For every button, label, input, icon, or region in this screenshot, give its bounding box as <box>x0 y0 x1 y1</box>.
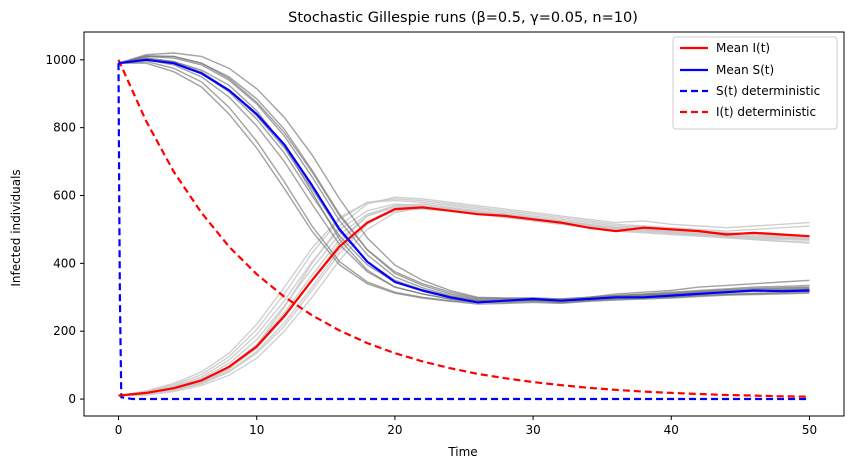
y-tick-label-400: 400 <box>53 256 76 270</box>
s-deterministic-line <box>117 63 810 401</box>
run-susceptible-line-5 <box>118 52 810 300</box>
y-tick-label-0: 0 <box>68 392 76 406</box>
y-axis-label: Infected individuals <box>9 169 23 286</box>
legend-label-mean-s: Mean S(t) <box>716 63 774 77</box>
x-tick-label-20: 20 <box>387 423 402 437</box>
mean-i-line <box>118 206 810 397</box>
series-layer <box>117 58 810 401</box>
y-tick-label-1000: 1000 <box>45 53 76 67</box>
chart-title: Stochastic Gillespie runs (β=0.5, γ=0.05… <box>288 10 638 26</box>
x-tick-label-40: 40 <box>664 423 679 437</box>
legend-label-s-deterministic: S(t) deterministic <box>716 84 820 98</box>
y-tick-label-200: 200 <box>53 324 76 338</box>
run-susceptible-line-8 <box>118 62 810 305</box>
x-tick-label-0: 0 <box>115 423 123 437</box>
y-tick-label-600: 600 <box>53 189 76 203</box>
legend-label-mean-i: Mean I(t) <box>716 41 770 55</box>
run-infected-line-3 <box>118 203 810 397</box>
x-tick-label-30: 30 <box>525 423 540 437</box>
legend: Mean I(t) Mean S(t) S(t) deterministic I… <box>672 36 838 130</box>
plot-frame <box>83 31 845 417</box>
run-infected-line-2 <box>118 198 810 397</box>
i-deterministic-line <box>117 59 810 398</box>
legend-box <box>672 36 838 130</box>
mean-s-line <box>118 58 810 304</box>
x-tick-label-50: 50 <box>802 423 817 437</box>
x-tick-label-10: 10 <box>249 423 264 437</box>
run-susceptible-line-9 <box>118 54 810 301</box>
run-susceptible-line-7 <box>118 55 810 302</box>
x-axis-label: Time <box>447 445 477 459</box>
ticks-layer: 0 10 20 30 40 50 0 200 400 600 800 1000 <box>45 53 817 437</box>
y-tick-label-800: 800 <box>53 121 76 135</box>
legend-label-i-deterministic: I(t) deterministic <box>716 105 816 119</box>
